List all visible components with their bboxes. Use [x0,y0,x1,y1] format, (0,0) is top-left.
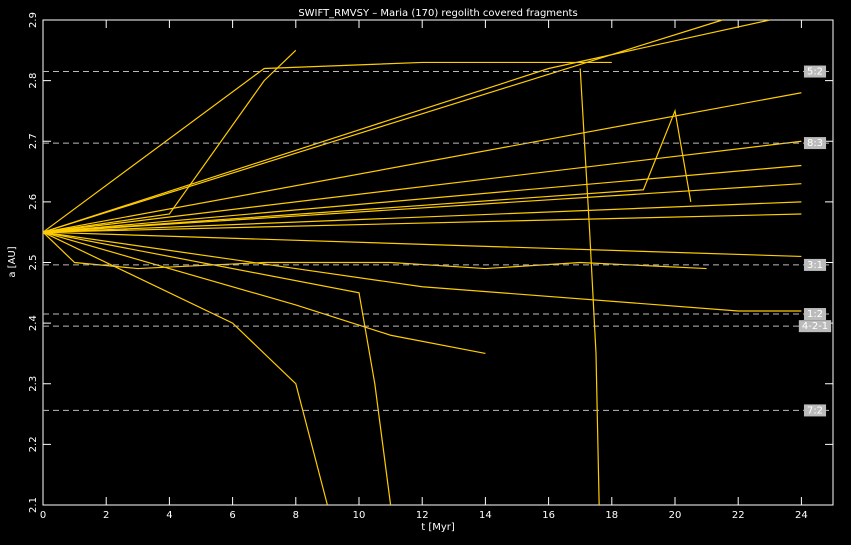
resonance-label-box [803,137,827,150]
x-tick-label: 16 [542,510,555,521]
trajectory [579,68,600,506]
y-tick-label: 2.9 [28,12,39,28]
x-tick-label: 12 [416,510,429,521]
resonance-label: 8:3 [807,138,823,149]
y-tick-label: 2.6 [28,194,39,210]
y-tick-label: 2.3 [28,376,39,392]
trajectory [42,61,612,233]
y-tick-label: 2.2 [28,436,39,452]
y-tick-label: 2.1 [28,497,39,513]
trajectory [42,231,486,355]
trajectory [42,231,392,506]
resonance-label: 4-2-1 [802,321,828,332]
y-tick-label: 2.7 [28,133,39,149]
resonance-label-box [803,65,827,78]
resonance-label: 3:1 [807,260,823,271]
trajectory [42,108,692,233]
resonance-label: 1:2 [807,309,823,320]
resonance-label: 5:2 [807,67,823,78]
trajectory [42,140,802,233]
trajectory [42,231,802,312]
x-tick-label: 0 [40,510,46,521]
x-tick-label: 10 [353,510,366,521]
resonance-label-box [803,308,827,321]
chart-title: SWIFT_RMVSY – Maria (170) regolith cover… [298,8,577,19]
x-tick-label: 4 [166,510,172,521]
resonance-label-box [798,320,832,333]
y-tick-label: 2.5 [28,255,39,271]
trajectory [42,19,770,233]
trajectory [42,183,802,233]
x-tick-label: 24 [795,510,808,521]
trajectory [42,213,802,233]
resonance-label: 7:2 [807,405,823,416]
trajectory [42,164,802,233]
x-tick-label: 22 [732,510,745,521]
trajectory [42,231,707,270]
resonance-label-box [803,258,827,271]
x-tick-label: 6 [229,510,235,521]
y-tick-label: 2.8 [28,73,39,89]
trajectory [42,231,328,506]
x-axis-label: t [Myr] [421,522,455,533]
trajectory [42,49,297,233]
x-tick-label: 20 [669,510,682,521]
x-tick-label: 14 [479,510,492,521]
y-axis-label: a [AU] [7,246,18,277]
x-tick-label: 8 [293,510,299,521]
y-tick-label: 2.4 [28,315,39,331]
x-tick-label: 18 [605,510,618,521]
trajectory [42,92,802,233]
x-tick-label: 2 [103,510,109,521]
trajectory [42,201,802,233]
trajectory [42,231,802,258]
resonance-label-box [803,404,827,417]
